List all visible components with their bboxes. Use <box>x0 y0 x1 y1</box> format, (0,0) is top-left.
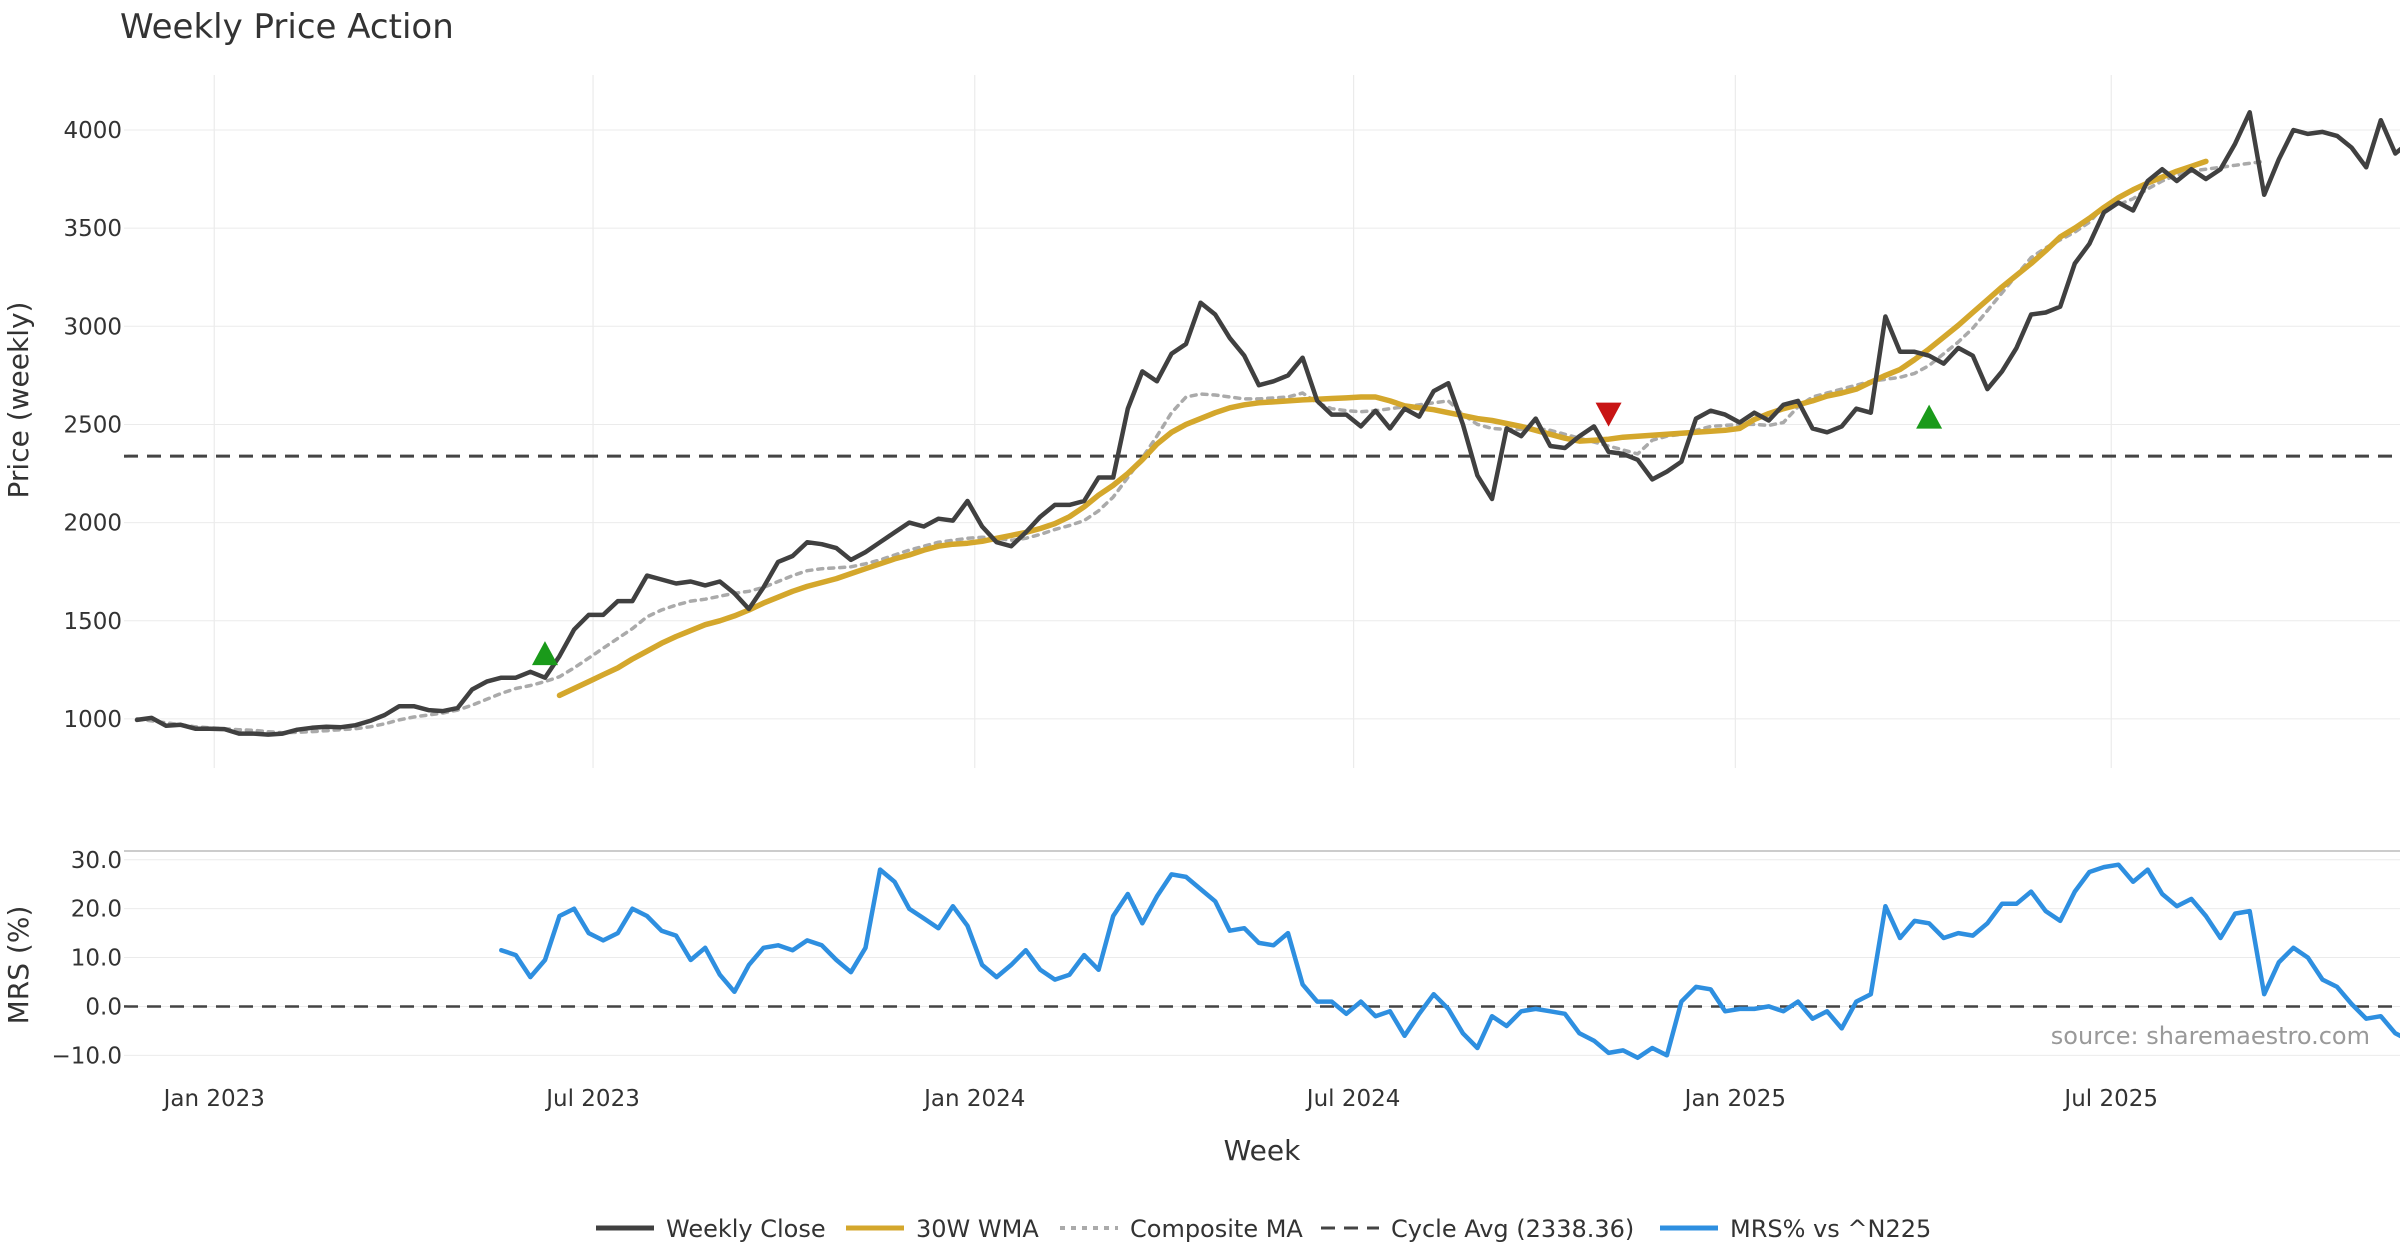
price-y-tick-label: 2000 <box>63 511 122 537</box>
buy-signal-marker <box>531 641 558 666</box>
legend-item: MRS% vs ^N225 <box>1660 1215 1931 1243</box>
legend-item: 30W WMA <box>846 1215 1039 1243</box>
price-y-tick-label: 1500 <box>63 609 122 635</box>
legend-label: Weekly Close <box>666 1215 826 1243</box>
x-ticks: Jan 2023 Jul 2023 Jan 2024 Jul 2024 Jan 2025… <box>162 1086 2158 1112</box>
series-composite-ma <box>135 159 2266 735</box>
legend-label: MRS% vs ^N225 <box>1730 1215 1931 1243</box>
legend: Weekly Close 30W WMA Composite MA Cycle Avg… <box>596 1215 1931 1243</box>
sell-signal-marker <box>1595 402 1622 427</box>
series-30w-wma <box>556 158 2209 699</box>
price-y-ticks: 1000 1500 2000 2500 3000 3500 4000 <box>63 118 122 733</box>
mrs-y-axis-label: MRS (%) <box>2 906 35 1025</box>
price-y-tick-label: 1000 <box>63 707 122 733</box>
series-weekly-close <box>134 110 2400 737</box>
mrs-y-tick-label: −10.0 <box>52 1043 122 1069</box>
x-tick-label: Jul 2025 <box>2062 1086 2158 1112</box>
legend-item: Cycle Avg (2338.36) <box>1321 1215 1634 1243</box>
legend-label: 30W WMA <box>916 1215 1039 1243</box>
mrs-y-tick-label: 0.0 <box>85 994 122 1020</box>
mrs-y-tick-label: 10.0 <box>71 946 122 972</box>
price-y-axis-label: Price (weekly) <box>2 302 35 499</box>
signal-markers <box>531 402 1943 666</box>
legend-label: Composite MA <box>1130 1215 1303 1243</box>
chart-title: Weekly Price Action <box>120 7 454 47</box>
x-tick-label: Jan 2025 <box>1683 1086 1786 1112</box>
mrs-y-ticks: 30.0 20.0 10.0 0.0 −10.0 <box>52 848 122 1070</box>
price-series <box>134 110 2400 737</box>
legend-item: Composite MA <box>1060 1215 1303 1243</box>
price-y-tick-label: 2500 <box>63 412 122 438</box>
source-note: source: sharemaestro.com <box>2051 1022 2370 1050</box>
mrs-y-tick-label: 20.0 <box>71 897 122 923</box>
legend-item: Weekly Close <box>596 1215 826 1243</box>
price-y-tick-label: 3000 <box>63 314 122 340</box>
x-tick-label: Jan 2023 <box>162 1086 265 1112</box>
price-grid <box>124 75 2400 768</box>
price-y-tick-label: 4000 <box>63 118 122 144</box>
x-tick-label: Jan 2024 <box>922 1086 1025 1112</box>
series-mrs-vs-n225 <box>499 862 2400 1061</box>
mrs-series <box>499 862 2400 1061</box>
x-tick-label: Jul 2024 <box>1305 1086 1401 1112</box>
mrs-y-tick-label: 30.0 <box>71 848 122 874</box>
x-tick-label: Jul 2023 <box>544 1086 640 1112</box>
buy-signal-marker <box>1916 404 1943 429</box>
price-y-tick-label: 3500 <box>63 216 122 242</box>
x-axis-label: Week <box>1224 1134 1301 1167</box>
legend-label: Cycle Avg (2338.36) <box>1391 1215 1634 1243</box>
